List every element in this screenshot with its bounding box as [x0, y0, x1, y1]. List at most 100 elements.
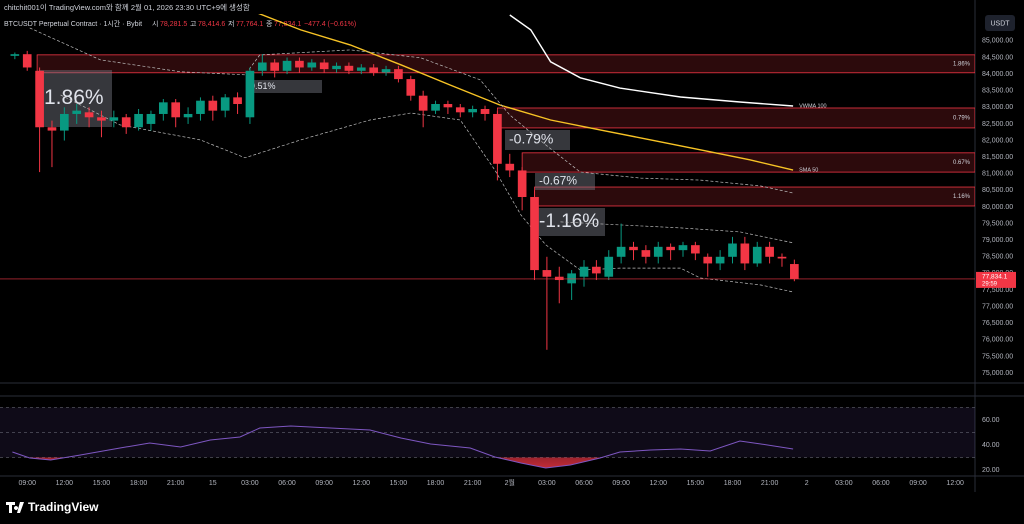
candle-body	[245, 70, 255, 118]
annotation-text: -0.67%	[539, 174, 577, 188]
candle-body	[233, 97, 242, 105]
candle-body	[158, 102, 168, 114]
candle-body	[604, 256, 614, 277]
y-tick-label: 84,000.00	[982, 71, 1013, 78]
zone-label: 0.79%	[953, 116, 971, 122]
y-tick-label: 82,000.00	[982, 137, 1013, 144]
annotation-box	[505, 130, 570, 150]
x-tick-label: 21:00	[464, 480, 482, 487]
candle-body	[653, 246, 663, 257]
annotation-text: 1.86%	[44, 86, 104, 109]
candle-body	[356, 67, 366, 71]
last-price-label: 77,834.1	[982, 274, 1008, 281]
legend-text: BTCUSDT Perpetual Contract · 1시간 · Bybit	[4, 19, 142, 28]
candle-body	[592, 266, 601, 274]
zone-label: 0.67%	[953, 160, 971, 166]
brand-logo: TradingView	[6, 500, 99, 514]
candle-body	[666, 246, 675, 251]
y-tick-label: 77,000.00	[982, 303, 1013, 310]
candle-body	[208, 100, 218, 111]
y-tick-label: 84,500.00	[982, 54, 1013, 61]
candle-body	[752, 246, 762, 264]
currency-button[interactable]	[985, 15, 1015, 31]
annotation-text: 0.51%	[250, 81, 276, 91]
candle-body	[616, 246, 626, 257]
x-tick-label: 12:00	[649, 480, 667, 487]
legend-text: 시	[152, 20, 158, 28]
rsi-line	[12, 425, 794, 469]
candle-body	[60, 113, 69, 131]
candle-body	[109, 117, 119, 121]
candle-body	[332, 65, 341, 70]
candle-body	[35, 70, 44, 128]
candle-body	[134, 113, 143, 128]
candle-body	[97, 117, 106, 121]
y-tick-label: 80,500.00	[982, 187, 1013, 194]
candle-body	[703, 256, 713, 264]
x-tick-label: 18:00	[724, 480, 742, 487]
candle-body	[344, 65, 354, 71]
y-tick-label: 79,500.00	[982, 220, 1013, 227]
candle-body	[715, 256, 725, 264]
overlay-line	[60, 94, 794, 293]
x-tick-label: 03:00	[835, 480, 853, 487]
zone	[36, 54, 975, 74]
x-tick-label: 2월	[505, 478, 515, 487]
rsi-pane	[0, 407, 975, 469]
x-tick-label: 2	[805, 480, 809, 487]
x-tick-label: 21:00	[761, 480, 779, 487]
y-tick-label: 82,500.00	[982, 121, 1013, 128]
x-tick-label: 18:00	[130, 480, 148, 487]
y-tick-label: 79,000.00	[982, 237, 1013, 244]
x-tick-label: 21:00	[167, 480, 185, 487]
candle-body	[270, 62, 280, 71]
y-tick-label: 83,000.00	[982, 104, 1013, 111]
candle-body	[295, 60, 304, 68]
candle-body	[567, 273, 576, 284]
candle-body	[455, 107, 465, 113]
candle-body	[418, 95, 428, 111]
overlay-line	[258, 14, 794, 171]
candle-body	[47, 127, 57, 131]
overlay-label: SMA 50	[799, 168, 818, 174]
x-tick-label: 06:00	[278, 480, 296, 487]
currency-label[interactable]: USDT	[990, 20, 1010, 27]
y-tick-label: 76,000.00	[982, 337, 1013, 344]
candle-body	[629, 246, 638, 251]
x-tick-label: 15:00	[93, 480, 111, 487]
x-tick-label: 12:00	[353, 480, 371, 487]
y-tick-label: 81,000.00	[982, 171, 1013, 178]
x-tick-label: 12:00	[56, 480, 74, 487]
candle-body	[171, 102, 181, 118]
x-tick-label: 18:00	[427, 480, 445, 487]
candle-body	[72, 110, 82, 114]
x-tick-label: 09:00	[18, 480, 36, 487]
rsi-tick-label: 60.00	[982, 417, 1000, 424]
x-tick-label: 15	[209, 480, 217, 487]
y-tick-label: 75,500.00	[982, 353, 1013, 360]
candle-body	[282, 60, 292, 71]
symbol-legend: BTCUSDT Perpetual Contract · 1시간 · Bybit…	[4, 19, 356, 28]
x-tick-label: 03:00	[538, 480, 556, 487]
legend-text: 종	[266, 20, 273, 28]
legend-text: 78,414.6	[198, 21, 225, 28]
x-tick-label: 09:00	[612, 480, 630, 487]
candle-body	[369, 67, 378, 73]
x-tick-label: 15:00	[390, 480, 408, 487]
candle-body	[493, 113, 502, 164]
legend-text: 78,281.5	[160, 21, 187, 28]
candle-body	[740, 243, 750, 264]
candle-body	[220, 97, 230, 111]
candle-body	[765, 246, 774, 257]
logo-icon	[6, 502, 24, 513]
watermark: chitchit001이 TradingView.com와 함께 2월 01, …	[4, 2, 250, 12]
rsi-tick-label: 20.00	[982, 467, 1000, 474]
annotation-text: -1.16%	[539, 211, 599, 232]
zone	[496, 107, 975, 129]
legend-text: 77,764.1	[236, 21, 263, 28]
candle-body	[431, 104, 440, 111]
x-tick-label: 09:00	[909, 480, 927, 487]
zone-label: 1.86%	[953, 61, 971, 67]
candle-body	[480, 108, 490, 114]
candle-body	[777, 256, 787, 259]
